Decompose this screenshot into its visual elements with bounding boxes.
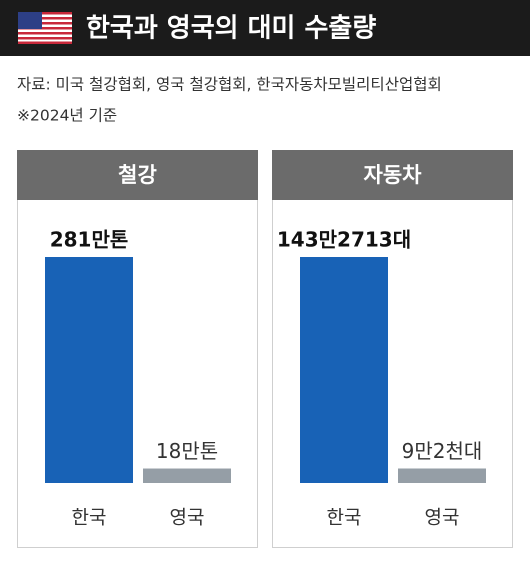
bar — [398, 468, 486, 483]
value-label: 9만2천대 — [402, 439, 483, 463]
panel-header — [272, 150, 513, 200]
panel-header — [17, 150, 258, 200]
bar — [300, 257, 388, 483]
value-label: 281만톤 — [50, 228, 129, 252]
us-flag — [18, 12, 72, 44]
panel-title: 철강 — [118, 163, 157, 187]
panel-title: 자동차 — [364, 163, 423, 187]
value-label: 18만톤 — [156, 439, 218, 463]
bar — [143, 468, 231, 483]
note: ※2024년 기준 — [17, 107, 117, 125]
header-band — [0, 0, 530, 56]
category-label: 영국 — [170, 507, 205, 529]
category-label: 한국 — [72, 507, 107, 529]
category-label: 한국 — [327, 507, 362, 529]
bar — [45, 257, 133, 483]
value-label: 143만2713대 — [277, 228, 411, 252]
source: 자료: 미국 철강협회, 영국 철강협회, 한국자동차모빌리티산업협회 — [17, 76, 442, 94]
category-label: 영국 — [425, 507, 460, 529]
title: 한국과 영국의 대미 수출량 — [86, 14, 376, 44]
